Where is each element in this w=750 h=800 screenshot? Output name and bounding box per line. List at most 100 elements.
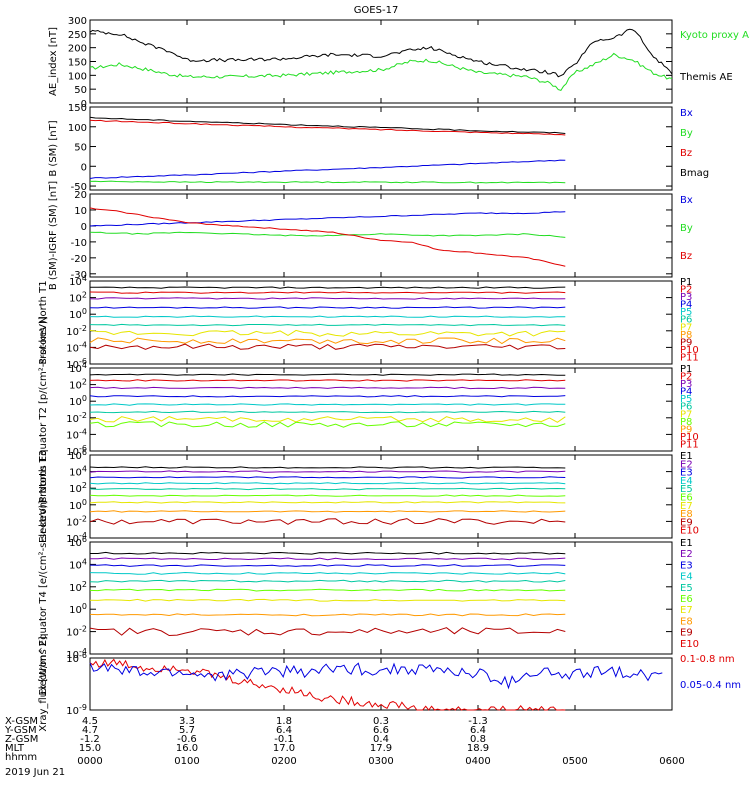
y-tick-label: 10-4 bbox=[66, 531, 87, 545]
series-line-e6 bbox=[89, 588, 566, 592]
y-tick-label-base: 10 bbox=[69, 397, 82, 408]
legend-p6: P6 bbox=[680, 402, 692, 413]
legend-0-05-0-4-nm: 0.05-0.4 nm bbox=[680, 680, 741, 691]
y-tick-label: 10-2 bbox=[66, 625, 87, 639]
y-tick-label-exponent: -2 bbox=[79, 514, 87, 523]
y-tick-label-exponent: -9 bbox=[79, 703, 87, 712]
legend-e9: E9 bbox=[680, 517, 693, 528]
series-line-e2 bbox=[89, 470, 566, 473]
y-tick-label: 100 bbox=[69, 602, 87, 616]
ephemeris-value: 1.8 bbox=[276, 716, 292, 727]
y-axis-label: B (SM)-IGRF (SM) [nT] bbox=[48, 181, 59, 290]
series-line-e5 bbox=[89, 579, 566, 583]
series-line-e9 bbox=[89, 627, 566, 637]
y-tick-label-base: 10 bbox=[69, 364, 82, 375]
y-tick-label-base: 10 bbox=[69, 294, 82, 305]
panel-frame bbox=[89, 193, 673, 278]
y-tick-label-base: 10 bbox=[69, 560, 82, 571]
series-line-bx bbox=[89, 159, 566, 179]
y-tick-label-exponent: 2 bbox=[82, 481, 87, 490]
legend-p4: P4 bbox=[680, 387, 692, 398]
time-tick-label: 0000 bbox=[77, 756, 102, 767]
series-line-e3 bbox=[89, 476, 566, 479]
legend-e6: E6 bbox=[680, 493, 693, 504]
time-tick-label: 0300 bbox=[368, 756, 393, 767]
series-line-e1 bbox=[89, 466, 566, 469]
y-tick-label-exponent: -4 bbox=[79, 340, 87, 349]
y-tick-label: -20 bbox=[71, 254, 87, 265]
legend-bx: Bx bbox=[680, 108, 693, 119]
y-tick-label: 104 bbox=[69, 361, 87, 375]
y-tick-label-exponent: 4 bbox=[82, 557, 87, 566]
y-tick-label: 0 bbox=[81, 162, 87, 173]
legend-themis-ae: Themis AE bbox=[679, 72, 733, 83]
y-tick-label: 102 bbox=[69, 580, 87, 594]
legend-e1: E1 bbox=[680, 451, 693, 462]
series-line-p4 bbox=[89, 306, 566, 309]
legend-p7: P7 bbox=[680, 409, 692, 420]
y-tick-label-base: 10 bbox=[69, 277, 82, 288]
legend-e9: E9 bbox=[680, 628, 693, 639]
series-line-e7 bbox=[89, 598, 566, 602]
time-tick-label: 0500 bbox=[562, 756, 587, 767]
ephemeris-row-label: hhmm bbox=[5, 752, 37, 763]
ephemeris-value: 4.5 bbox=[82, 716, 98, 727]
legend-p3: P3 bbox=[680, 379, 692, 390]
series-line-e4 bbox=[89, 571, 566, 575]
legend-kyoto-proxy-ae: Kyoto proxy AE bbox=[680, 30, 750, 41]
series-line-e3 bbox=[89, 564, 566, 567]
time-tick-label: 0400 bbox=[465, 756, 490, 767]
series-line-p3 bbox=[89, 386, 566, 390]
ephemeris-value: 0.3 bbox=[373, 716, 389, 727]
y-tick-label-base: 10 bbox=[66, 414, 79, 425]
y-tick-label-exponent: -6 bbox=[79, 444, 87, 453]
legend-p5: P5 bbox=[680, 394, 692, 405]
y-tick-label: -10 bbox=[71, 238, 87, 249]
panel-frame bbox=[89, 657, 673, 711]
panel-frame bbox=[89, 106, 673, 191]
series-line-p8 bbox=[89, 337, 566, 345]
series-line-p1 bbox=[90, 286, 566, 289]
series-line-e8 bbox=[89, 613, 566, 617]
y-axis-label: Xray_flux [W/m^2] bbox=[38, 636, 49, 731]
legend-0-1-0-8-nm: 0.1-0.8 nm bbox=[680, 654, 735, 665]
legend-bz: Bz bbox=[680, 251, 692, 262]
series-line-by bbox=[89, 231, 566, 238]
y-axis-label: B (SM) [nT] bbox=[48, 120, 59, 176]
series-line-p7 bbox=[89, 329, 566, 337]
y-tick-label-base: 10 bbox=[66, 650, 79, 661]
series-line-kyoto-proxy-ae bbox=[89, 52, 673, 91]
y-tick-label-base: 10 bbox=[66, 517, 79, 528]
ephemeris-value: 6.4 bbox=[276, 725, 292, 736]
legend-e8: E8 bbox=[680, 509, 693, 520]
y-tick-label: 20 bbox=[74, 190, 87, 201]
legend-e3: E3 bbox=[680, 560, 693, 571]
y-tick-label-base: 10 bbox=[66, 654, 79, 665]
series-line-p1 bbox=[89, 373, 566, 376]
series-line-e6 bbox=[89, 494, 566, 497]
series-line-p6 bbox=[89, 323, 566, 327]
legend-e4: E4 bbox=[680, 476, 693, 487]
ephemeris-row-label: MLT bbox=[5, 743, 25, 754]
y-tick-label-exponent: 4 bbox=[82, 465, 87, 474]
y-tick-label-base: 10 bbox=[69, 381, 82, 392]
y-tick-label-exponent: 2 bbox=[82, 580, 87, 589]
legend-e5: E5 bbox=[680, 583, 693, 594]
y-tick-label: 50 bbox=[74, 143, 87, 154]
legend-e2: E2 bbox=[680, 459, 693, 470]
ephemeris-value: -1.3 bbox=[468, 716, 488, 727]
y-tick-label-base: 10 bbox=[66, 628, 79, 639]
y-tick-label: 100 bbox=[68, 123, 87, 134]
series-line-p8 bbox=[89, 421, 566, 428]
y-tick-label: 102 bbox=[69, 481, 87, 495]
y-tick-label-base: 10 bbox=[69, 583, 82, 594]
ephemeris-row-label: X-GSM bbox=[5, 716, 38, 727]
series-line-0-1-0-8-nm bbox=[89, 658, 566, 711]
legend-by: By bbox=[680, 223, 693, 234]
time-tick-label: 0100 bbox=[174, 756, 199, 767]
y-tick-label-base: 10 bbox=[66, 327, 79, 338]
